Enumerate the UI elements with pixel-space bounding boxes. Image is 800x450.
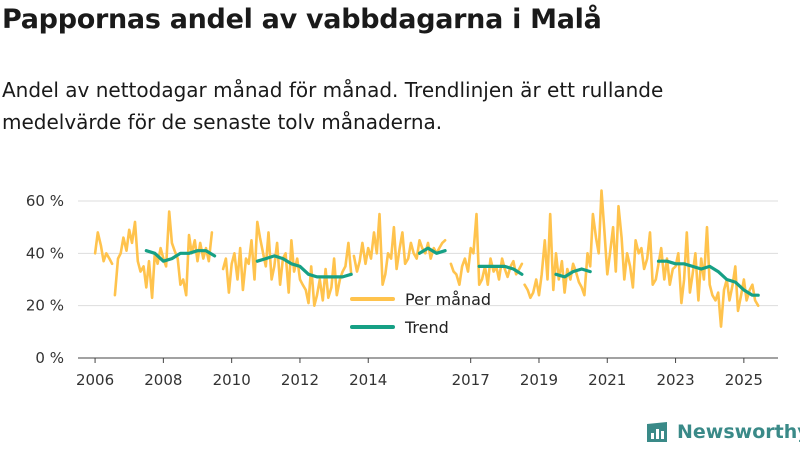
y-tick-label-60: 60 % (26, 192, 64, 210)
x-tick-label-2019: 2019 (520, 371, 558, 389)
x-axis (78, 357, 778, 363)
chart-subtitle: Andel av nettodagar månad för månad. Tre… (2, 78, 664, 134)
series-trend-line-segment-3 (477, 264, 524, 276)
y-axis-tick-labels: 0 % 20 % 40 % 60 % (26, 192, 64, 367)
series-trend-line-segment-2 (417, 246, 447, 255)
x-axis-tick-labels: 2006 2008 2010 2012 2014 2017 2019 2021 2023 2025 (76, 371, 763, 389)
legend-label-per-manad: Per månad (405, 290, 491, 309)
x-tick-label-2021: 2021 (588, 371, 626, 389)
series-monthly-line-segment-0 (93, 231, 114, 266)
series-trend-line-segment-1 (255, 254, 353, 279)
series-monthly-line-segment-5 (523, 189, 760, 328)
y-tick-label-20: 20 % (26, 297, 64, 315)
x-tick-label-2006: 2006 (76, 371, 114, 389)
x-tick-label-2010: 2010 (213, 371, 251, 389)
x-tick-label-2023: 2023 (656, 371, 694, 389)
brand-name: Newsworthy (677, 421, 800, 443)
series-trend-line-segment-0 (144, 249, 217, 263)
chart-title: Pappornas andel av vabbdagarna i Malå (2, 4, 602, 35)
series-trend-line-segment-5 (656, 259, 760, 297)
series-monthly-line-segment-4 (449, 212, 524, 287)
x-tick-label-2008: 2008 (144, 371, 182, 389)
x-tick-label-2025: 2025 (725, 371, 763, 389)
bar-chart-logo-icon (647, 422, 667, 442)
data-series (93, 189, 760, 328)
series-trend-line-segment-4 (554, 267, 592, 279)
series-monthly-line-segment-1 (113, 210, 214, 300)
legend-label-trend: Trend (404, 318, 449, 337)
x-tick-label-2017: 2017 (452, 371, 490, 389)
legend: Per månad Trend (350, 290, 491, 337)
y-tick-label-40: 40 % (26, 244, 64, 262)
series-monthly-line-segment-2 (221, 220, 353, 308)
x-tick-label-2014: 2014 (349, 371, 387, 389)
y-tick-label-0: 0 % (35, 349, 64, 367)
series-trend (144, 246, 760, 297)
series-monthly-line-segment-3 (352, 212, 447, 287)
x-tick-label-2012: 2012 (281, 371, 319, 389)
brand-logo: Newsworthy (645, 420, 800, 444)
series-monthly (93, 189, 760, 328)
